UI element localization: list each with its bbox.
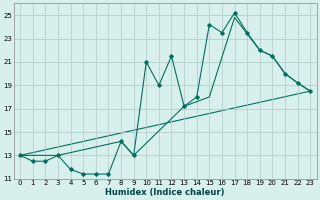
X-axis label: Humidex (Indice chaleur): Humidex (Indice chaleur): [106, 188, 225, 197]
